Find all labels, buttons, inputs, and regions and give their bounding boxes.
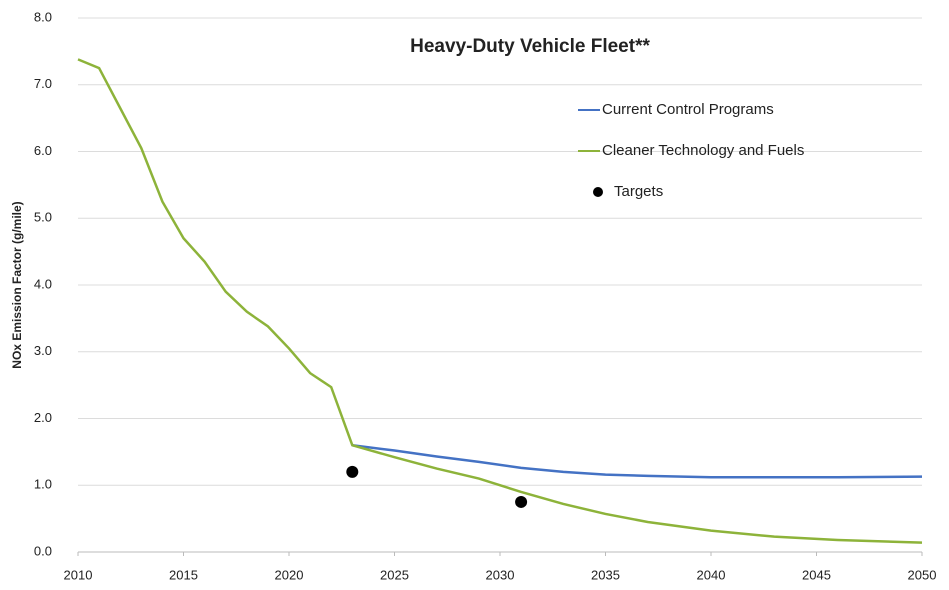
chart-title: Heavy-Duty Vehicle Fleet** [410,36,650,57]
y-tick-label: 6.0 [34,143,52,158]
x-tick-label: 2025 [380,567,409,582]
series-line [352,443,923,479]
series-line [77,58,923,544]
x-tick-label: 2020 [275,567,304,582]
y-tick-label: 8.0 [34,9,52,24]
legend-label: Targets [614,183,663,200]
legend-marker [593,187,603,197]
x-tick-label: 2010 [64,567,93,582]
x-tick-label: 2050 [908,567,937,582]
y-axis-label: NOx Emission Factor (g/mile) [10,201,24,368]
target-point [346,465,359,478]
y-tick-label: 0.0 [34,543,52,558]
y-tick-label: 3.0 [34,343,52,358]
x-tick-label: 2035 [591,567,620,582]
y-tick-label: 2.0 [34,410,52,425]
legend-label: Current Control Programs [602,101,774,118]
y-tick-label: 4.0 [34,276,52,291]
x-tick-label: 2015 [169,567,198,582]
x-tick-label: 2030 [486,567,515,582]
x-tick-label: 2045 [802,567,831,582]
x-tick-label: 2040 [697,567,726,582]
y-tick-label: 5.0 [34,210,52,225]
y-tick-label: 7.0 [34,76,52,91]
legend-label: Cleaner Technology and Fuels [602,142,804,159]
target-point [515,495,528,508]
y-tick-label: 1.0 [34,477,52,492]
